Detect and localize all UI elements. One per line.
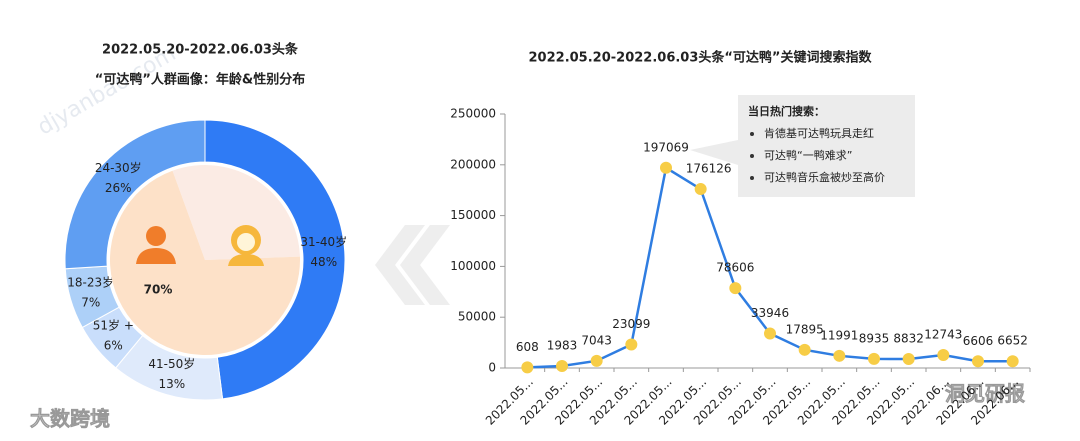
watermark: 大数跨境 — [30, 407, 110, 431]
marker — [764, 327, 776, 340]
data-label: 6606 — [963, 334, 994, 348]
data-label: 197069 — [643, 140, 689, 154]
segment-label: 18-23岁 — [67, 275, 114, 290]
segment-value-label: 48% — [310, 255, 337, 269]
male-icon — [146, 226, 166, 246]
marker — [937, 349, 950, 362]
male-icon — [136, 248, 176, 264]
marker — [833, 349, 846, 362]
pie-segment — [110, 170, 300, 355]
callout-item: 肯德基可达鸭玩具走红 — [764, 126, 874, 140]
donut-segment — [204, 119, 346, 400]
data-label: 176126 — [686, 162, 732, 176]
marker — [660, 161, 672, 174]
marker — [868, 352, 880, 365]
pie-value-label: 70% — [144, 283, 173, 297]
marker — [590, 354, 603, 367]
data-label: 33946 — [751, 306, 789, 320]
callout — [690, 95, 915, 197]
chart-title: 2022.05.20-2022.06.03头条“可达鸭”关键词搜索指数 — [529, 50, 873, 66]
data-label: 11991 — [820, 328, 858, 342]
segment-value-label: 13% — [158, 377, 185, 391]
y-tick-label: 100000 — [450, 259, 496, 273]
watermark: 洞见研报 — [945, 382, 1025, 406]
marker — [625, 338, 638, 351]
y-tick-label: 250000 — [450, 107, 496, 121]
y-tick-label: 50000 — [458, 310, 496, 324]
female-icon — [228, 254, 264, 266]
chart-subtitle: “可达鸭”人群画像：年龄&性别分布 — [95, 72, 305, 88]
pie-segment — [172, 165, 300, 260]
callout-item: 可达鸭“一鸭难求” — [764, 149, 852, 162]
segment-label: 51岁 + — [93, 317, 134, 332]
chart-title: 2022.05.20-2022.06.03头条 — [102, 42, 299, 58]
y-tick-label: 0 — [488, 361, 496, 375]
y-tick-label: 200000 — [450, 157, 496, 171]
donut-segment — [64, 119, 206, 270]
bullet — [750, 154, 754, 158]
segment-value-label: 7% — [81, 296, 100, 310]
marker — [556, 359, 568, 372]
segment-label: 31-40岁 — [300, 234, 347, 249]
female-icon — [237, 233, 255, 251]
callout-item: 可达鸭音乐盒被炒至高价 — [764, 170, 885, 184]
data-label: 6652 — [997, 334, 1028, 348]
data-label: 78606 — [716, 261, 754, 275]
marker — [902, 353, 915, 366]
bullet — [750, 132, 754, 136]
chevrons — [375, 225, 450, 305]
marker — [729, 282, 742, 295]
marker — [521, 361, 534, 374]
callout-title: 当日热门搜索： — [748, 104, 825, 118]
marker — [798, 343, 811, 356]
segment-label: 24-30岁 — [95, 160, 142, 175]
data-label: 8935 — [859, 331, 890, 345]
data-label: 8832 — [893, 332, 924, 346]
marker — [1006, 355, 1019, 368]
y-tick-label: 150000 — [450, 208, 496, 222]
marker — [972, 355, 984, 368]
data-label: 17895 — [786, 322, 824, 336]
marker — [694, 183, 707, 196]
segment-value-label: 6% — [104, 338, 123, 352]
data-label: 12743 — [924, 328, 962, 342]
segment-label: 41-50岁 — [148, 356, 195, 371]
data-label: 7043 — [581, 333, 612, 347]
data-label: 1983 — [547, 338, 578, 352]
data-label: 608 — [516, 340, 539, 354]
segment-value-label: 26% — [105, 181, 132, 195]
bullet — [750, 176, 754, 180]
data-label: 23099 — [612, 317, 650, 331]
